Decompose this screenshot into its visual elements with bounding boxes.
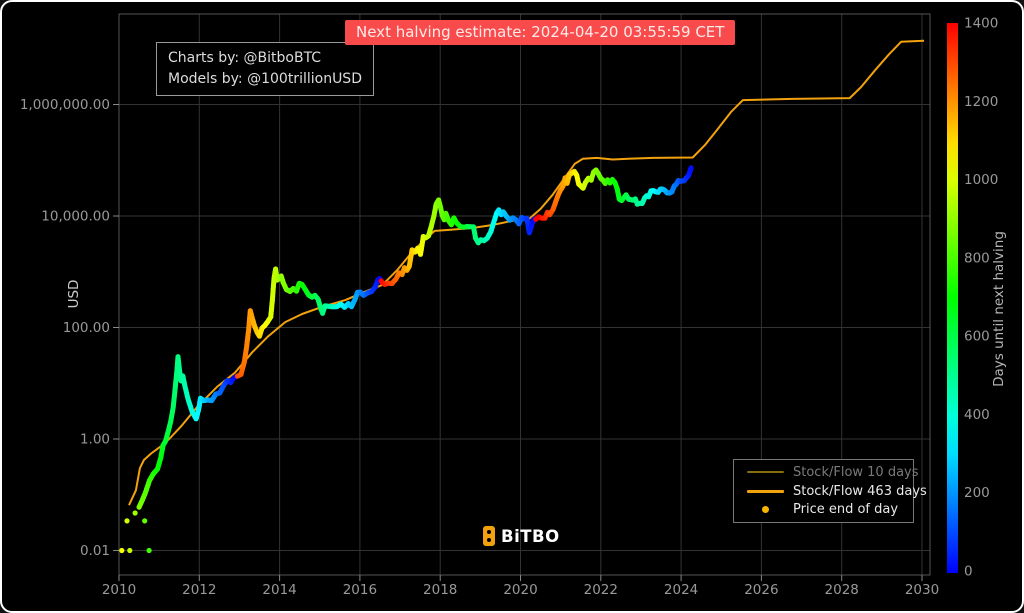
colorbar-title: Days until next halving [991,231,1007,387]
x-tick-label: 2022 [584,582,618,598]
dot-swatch-icon [747,506,784,514]
legend-item-stockflow-10d[interactable]: Stock/Flow 10 days [734,464,919,481]
y-tick-label: 10,000.00 [41,209,110,225]
colorbar-tick-label: 800 [964,250,990,266]
x-tick-label: 2024 [664,582,698,598]
colorbar-tick-label: 200 [964,485,990,501]
line-swatch-icon [747,489,784,493]
bitcoin-icon [483,526,495,546]
attribution-charts-line: Charts by: @BitboBTC [168,50,322,66]
attribution-box: Charts by: @BitboBTC Models by: @100tril… [156,42,374,96]
x-tick-label: 2010 [102,582,136,598]
plot-border [118,13,931,576]
colorbar-tick-label: 600 [964,329,990,345]
x-tick-label: 2012 [182,582,216,598]
bitbo-logo: BiTBO [483,526,560,546]
legend-label: Stock/Flow 10 days [793,464,919,480]
x-tick-label: 2020 [503,582,537,598]
y-tick-label: 0.01 [80,543,110,559]
legend: Stock/Flow 10 days Stock/Flow 463 days P… [733,459,927,523]
price-dot [688,165,694,171]
x-tick-label: 2014 [262,582,296,598]
x-tick-label: 2028 [825,582,859,598]
legend-item-price-eod[interactable]: Price end of day [734,501,913,518]
colorbar-tick-label: 1000 [964,172,998,188]
stockflow-463-line [128,39,925,506]
x-tick-label: 2030 [905,582,939,598]
y-axis-title: USD [66,279,82,309]
halving-estimate-banner: Next halving estimate: 2024-04-20 03:55:… [345,20,736,45]
x-tick-label: 2018 [423,582,457,598]
y-tick-label: 1.00 [80,432,110,448]
legend-label: Stock/Flow 463 days [793,483,927,499]
legend-item-stockflow-463d[interactable]: Stock/Flow 463 days [734,483,927,500]
price-dots [119,165,694,554]
colorbar-tick-label: 400 [964,407,990,423]
colorbar-tick-label: 1400 [964,16,998,32]
price-dot [127,547,133,554]
legend-label: Price end of day [793,502,899,518]
bitbo-wordmark: BiTBO [501,526,560,546]
colorbar-tick-label: 1200 [964,94,998,110]
price-dot [132,510,138,516]
line-swatch-icon [747,471,784,474]
x-tick-label: 2026 [744,582,778,598]
tick-marks [113,104,923,581]
colorbar [947,23,958,573]
price-dot [142,518,148,524]
y-tick-label: 100.00 [63,320,110,336]
x-tick-label: 2016 [343,582,377,598]
y-tick-label: 1,000,000.00 [20,97,110,113]
price-dot [146,547,152,554]
grid [118,14,930,575]
price-dot [124,518,130,524]
attribution-models-line: Models by: @100trillionUSD [168,71,362,87]
colorbar-tick-label: 0 [964,564,973,580]
price-dot [119,547,125,554]
